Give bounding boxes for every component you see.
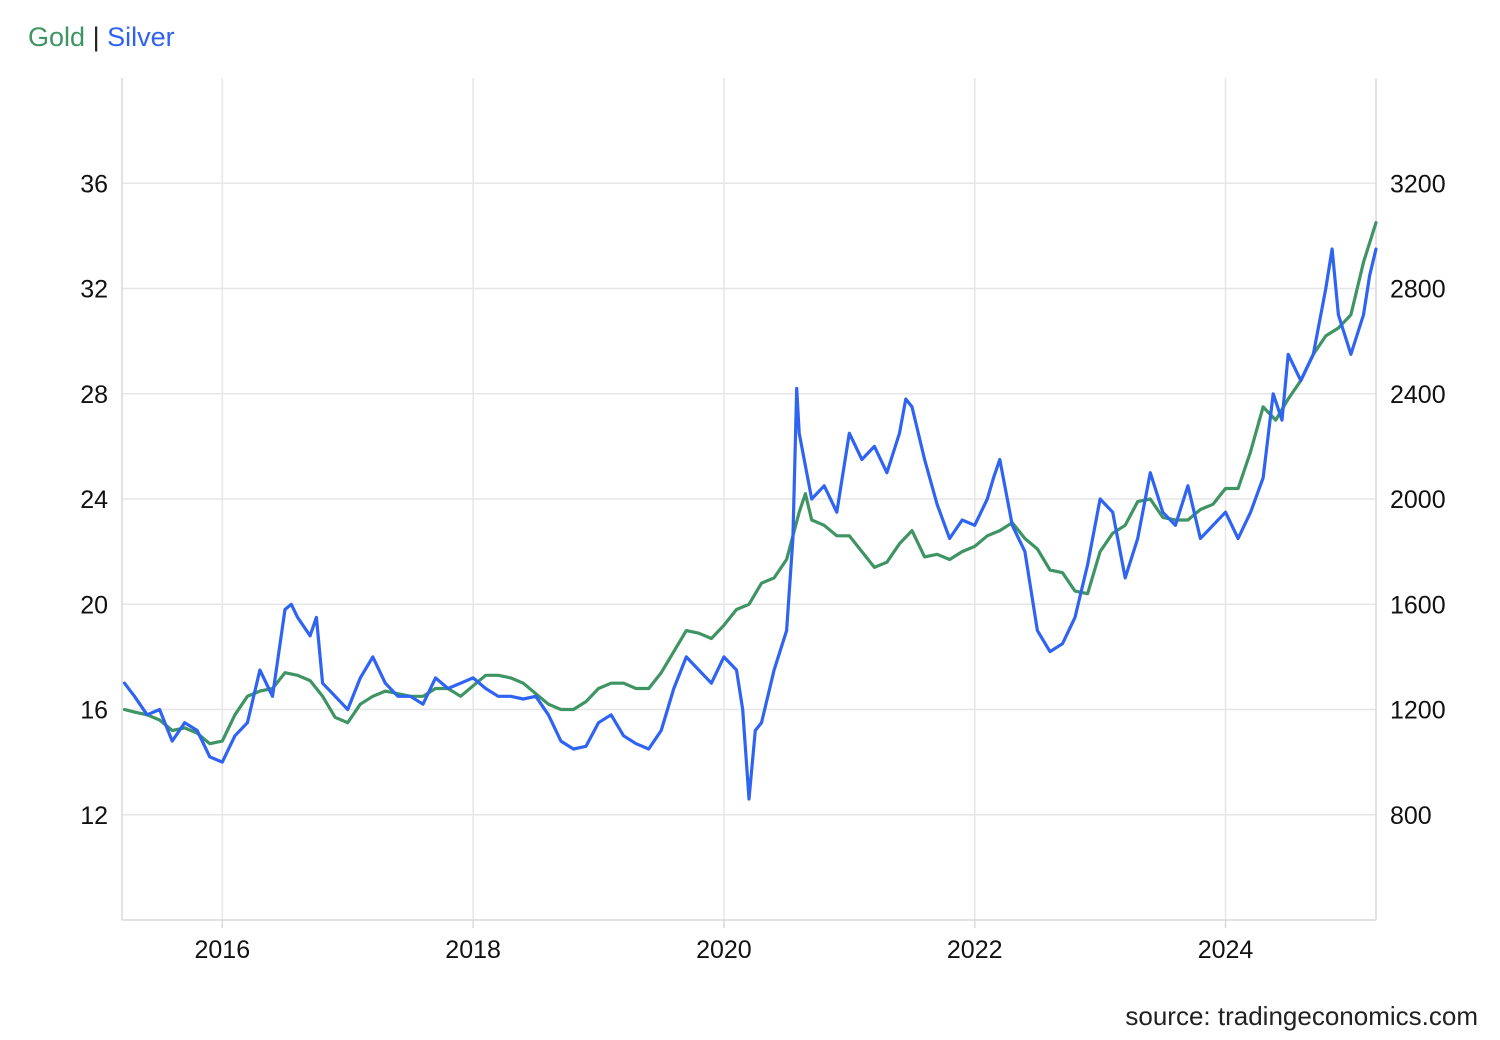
chart-legend: Gold | Silver <box>28 22 175 53</box>
legend-separator: | <box>92 22 100 52</box>
axes: 1216202428323680012001600200024002800320… <box>80 78 1446 964</box>
y-right-tick-label: 2800 <box>1390 276 1446 304</box>
y-left-tick-label: 16 <box>80 697 108 725</box>
y-right-tick-label: 800 <box>1390 802 1432 830</box>
legend-silver-label: Silver <box>107 22 175 52</box>
legend-gold-label: Gold <box>28 22 86 52</box>
x-tick-label: 2024 <box>1198 936 1254 964</box>
y-left-tick-label: 36 <box>80 170 108 198</box>
y-left-tick-label: 32 <box>80 276 108 304</box>
y-left-tick-label: 20 <box>80 591 108 619</box>
y-right-tick-label: 1600 <box>1390 591 1446 619</box>
x-tick-label: 2016 <box>195 936 251 964</box>
y-left-tick-label: 12 <box>80 802 108 830</box>
series-lines <box>122 221 1378 801</box>
grid-lines <box>122 78 1376 920</box>
source-credit: source: tradingeconomics.com <box>1125 1001 1478 1031</box>
y-right-tick-label: 1200 <box>1390 697 1446 725</box>
gold-series-line <box>122 221 1378 746</box>
y-right-tick-label: 2400 <box>1390 381 1446 409</box>
x-tick-label: 2018 <box>445 936 501 964</box>
y-right-tick-label: 3200 <box>1390 170 1446 198</box>
silver-series-line <box>122 247 1378 801</box>
y-left-tick-label: 28 <box>80 381 108 409</box>
y-right-tick-label: 2000 <box>1390 486 1446 514</box>
y-left-tick-label: 24 <box>80 486 108 514</box>
x-tick-label: 2022 <box>947 936 1003 964</box>
x-tick-label: 2020 <box>696 936 752 964</box>
